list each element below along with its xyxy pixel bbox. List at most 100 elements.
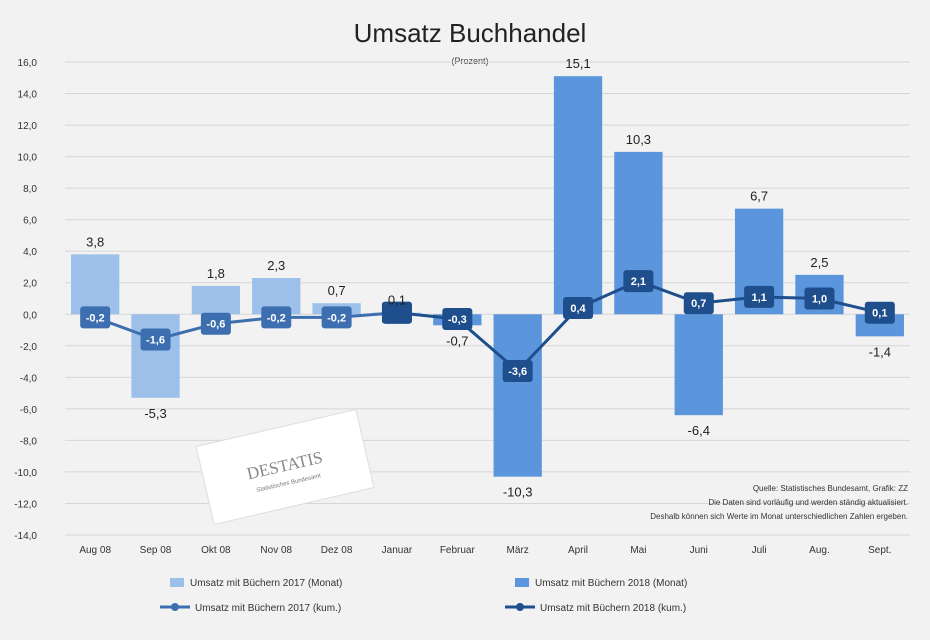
bar-value-label: 0,1 bbox=[388, 293, 406, 308]
line-point-label: 1,0 bbox=[812, 294, 827, 306]
x-tick-label: Juni bbox=[690, 545, 708, 556]
y-tick-label: 4,0 bbox=[23, 247, 37, 258]
legend-item-line-2017: Umsatz mit Büchern 2017 (kum.) bbox=[160, 603, 341, 614]
line-point-marker bbox=[80, 306, 111, 329]
bar-value-label: -0,7 bbox=[446, 333, 468, 348]
y-tick-label: -8,0 bbox=[20, 436, 38, 447]
bar-labels: 3,8 -5,3 1,8 2,3 0,7 0,1 -0,7 -10,3 15,1 10,3 -6,4… bbox=[86, 56, 891, 499]
source-note: Quelle: Statistisches Bundesamt, Grafik:… bbox=[650, 484, 908, 521]
bar-value-label: 6,7 bbox=[750, 189, 768, 204]
x-tick-label: Aug 08 bbox=[79, 545, 111, 556]
bar-value-label: 0,7 bbox=[328, 283, 346, 298]
bar bbox=[71, 254, 120, 315]
y-tick-label: -14,0 bbox=[14, 531, 37, 542]
y-tick-label: 16,0 bbox=[18, 58, 38, 69]
bar-value-label: -1,4 bbox=[869, 344, 891, 359]
bar-value-label: 1,8 bbox=[207, 266, 225, 281]
line-point-label: -0,2 bbox=[86, 312, 105, 324]
line-point-label: -1,6 bbox=[146, 334, 165, 346]
line-point-marker bbox=[381, 301, 412, 324]
source-line-2: Die Daten sind vorläufig und werden stän… bbox=[708, 498, 908, 507]
x-tick-label: Juli bbox=[752, 545, 767, 556]
legend-label-line-2017: Umsatz mit Büchern 2017 (kum.) bbox=[195, 603, 341, 614]
bar-value-label: -6,4 bbox=[688, 423, 710, 438]
line-point-marker bbox=[200, 312, 231, 335]
line-point-marker bbox=[804, 287, 835, 310]
x-tick-label: März bbox=[507, 545, 529, 556]
line-point-label: 0,7 bbox=[691, 298, 706, 310]
bar-value-label: -5,3 bbox=[144, 406, 166, 421]
line-point-marker bbox=[683, 292, 714, 315]
grid-lines bbox=[65, 61, 910, 536]
x-axis: Aug 08 Sep 08 Okt 08 Nov 08 Dez 08 Januar Febr… bbox=[79, 545, 891, 556]
y-tick-label: 14,0 bbox=[18, 90, 38, 101]
legend-item-bar-2017: Umsatz mit Büchern 2017 (Monat) bbox=[170, 578, 342, 589]
line-point-label: -0,3 bbox=[448, 314, 467, 326]
y-tick-label: 8,0 bbox=[23, 184, 37, 195]
legend-marker-line-2018 bbox=[516, 603, 524, 611]
line-point-marker bbox=[563, 296, 594, 319]
bar-value-label: 2,3 bbox=[267, 258, 285, 273]
x-tick-label: Okt 08 bbox=[201, 545, 231, 556]
y-axis: 16,0 14,0 12,0 10,0 8,0 6,0 4,0 2,0 0,0 -2,0 -4,0 -… bbox=[14, 58, 37, 542]
line-point-marker bbox=[623, 270, 654, 293]
line-point-label: 0,4 bbox=[570, 303, 586, 315]
bar bbox=[191, 285, 241, 315]
y-tick-label: 2,0 bbox=[23, 279, 37, 290]
lines: -0,2 -1,6 -0,6 -0,2 -0,2 0,1 -0,3 -3,6 0,4 2,1 0,7… bbox=[80, 270, 895, 383]
bar bbox=[131, 314, 180, 398]
chart-subtitle: (Prozent) bbox=[451, 56, 488, 66]
line-point-marker bbox=[744, 285, 775, 308]
legend-label-bar-2018: Umsatz mit Büchern 2018 (Monat) bbox=[535, 578, 687, 589]
source-line-1: Quelle: Statistisches Bundesamt, Grafik:… bbox=[753, 484, 908, 493]
line-point-label: 2,1 bbox=[631, 276, 646, 288]
line-point-label: -0,2 bbox=[327, 312, 346, 324]
x-tick-label: Sept. bbox=[868, 545, 891, 556]
x-tick-label: Nov 08 bbox=[260, 545, 292, 556]
bar bbox=[493, 314, 542, 477]
legend-item-bar-2018: Umsatz mit Büchern 2018 (Monat) bbox=[515, 578, 687, 589]
bar-value-label: 2,5 bbox=[810, 255, 828, 270]
y-tick-label: 10,0 bbox=[18, 153, 38, 164]
line-point-marker bbox=[502, 360, 533, 383]
y-tick-label: 0,0 bbox=[23, 310, 37, 321]
chart-title: Umsatz Buchhandel bbox=[354, 18, 587, 48]
line-point-label: -3,6 bbox=[508, 366, 527, 378]
source-line-3: Deshalb können sich Werte im Monat unter… bbox=[650, 512, 908, 521]
x-tick-label: Aug. bbox=[809, 545, 830, 556]
legend-swatch-bar-2017 bbox=[170, 578, 184, 587]
y-tick-label: -12,0 bbox=[14, 499, 37, 510]
x-tick-label: Januar bbox=[382, 545, 413, 556]
bar-value-label: 3,8 bbox=[86, 234, 104, 249]
legend-label-line-2018: Umsatz mit Büchern 2018 (kum.) bbox=[540, 603, 686, 614]
y-tick-label: 12,0 bbox=[18, 121, 38, 132]
x-tick-label: Sep 08 bbox=[140, 545, 172, 556]
bars bbox=[71, 76, 904, 477]
line-point-label: -0,2 bbox=[267, 312, 286, 324]
line-point-marker bbox=[321, 306, 352, 329]
x-tick-label: Februar bbox=[440, 545, 476, 556]
legend: Umsatz mit Büchern 2017 (Monat) Umsatz m… bbox=[160, 578, 687, 614]
legend-marker-line-2017 bbox=[171, 603, 179, 611]
bar-value-label: 10,3 bbox=[626, 132, 651, 147]
legend-item-line-2018: Umsatz mit Büchern 2018 (kum.) bbox=[505, 603, 686, 614]
x-tick-label: April bbox=[568, 545, 588, 556]
x-tick-label: Mai bbox=[630, 545, 646, 556]
bar bbox=[674, 314, 723, 416]
y-tick-label: 6,0 bbox=[23, 216, 37, 227]
line-point-marker bbox=[864, 301, 895, 324]
line-point-marker bbox=[442, 307, 473, 330]
destatis-logo: DESTATIS Statistisches Bundesamt bbox=[195, 408, 375, 526]
y-tick-label: -6,0 bbox=[20, 405, 38, 416]
line-point-label: -0,6 bbox=[206, 319, 225, 331]
bar-value-label: -10,3 bbox=[503, 485, 533, 500]
line-point-label: 1,1 bbox=[751, 292, 766, 304]
legend-label-bar-2017: Umsatz mit Büchern 2017 (Monat) bbox=[190, 578, 342, 589]
line-point-marker bbox=[140, 328, 171, 351]
x-tick-label: Dez 08 bbox=[321, 545, 353, 556]
bar bbox=[553, 76, 603, 315]
y-tick-label: -4,0 bbox=[20, 373, 38, 384]
legend-swatch-bar-2018 bbox=[515, 578, 529, 587]
line-point-label: 0,1 bbox=[872, 308, 887, 320]
